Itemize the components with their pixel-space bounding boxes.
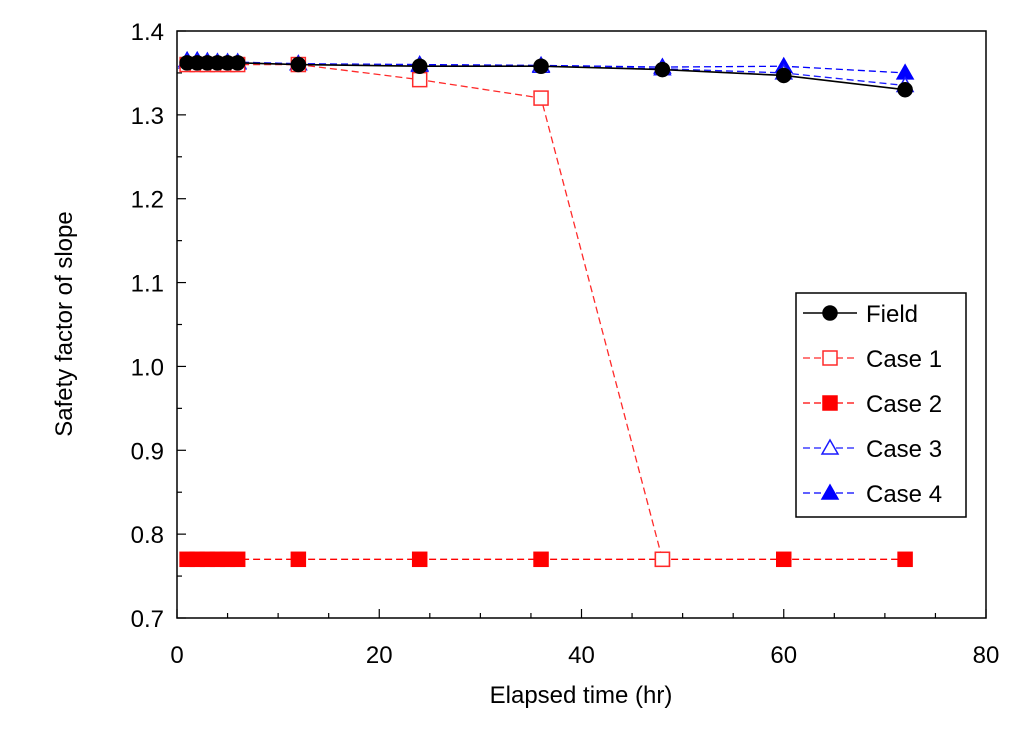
legend-marker (822, 305, 838, 321)
data-point (229, 55, 246, 71)
y-tick-label: 1.0 (131, 354, 164, 381)
y-tick-label: 0.8 (131, 522, 164, 549)
legend-marker (820, 483, 840, 500)
series-field (179, 55, 913, 98)
data-point (533, 90, 549, 106)
data-point (897, 81, 913, 98)
legend-marker (820, 438, 840, 455)
data-point (776, 551, 792, 568)
y-tick-label: 0.9 (131, 438, 164, 465)
y-axis-title: Safety factor of slope (51, 211, 78, 436)
legend-item: Case 1 (803, 346, 942, 373)
legend-item: Case 3 (803, 436, 942, 463)
x-tick-label: 80 (973, 642, 1000, 669)
data-point (229, 551, 246, 568)
legend-item: Case 4 (803, 481, 942, 508)
data-point (290, 551, 307, 568)
x-axis-ticks: 0 20 40 60 80 (170, 609, 999, 669)
data-point (533, 551, 549, 568)
legend-label: Case 4 (866, 481, 942, 508)
data-point (411, 58, 428, 74)
data-point (654, 551, 671, 568)
y-tick-label: 0.7 (131, 606, 164, 633)
x-tick-label: 0 (170, 642, 183, 669)
data-point (411, 71, 428, 88)
x-tick-label: 20 (366, 642, 393, 669)
legend-marker (822, 350, 838, 366)
y-tick-label: 1.3 (131, 103, 164, 130)
data-point (411, 551, 428, 568)
legend-marker (822, 395, 838, 411)
x-tick-label: 60 (770, 642, 797, 669)
y-tick-label: 1.1 (131, 271, 164, 298)
legend-item: Case 2 (803, 391, 942, 418)
y-tick-label: 1.4 (131, 19, 164, 46)
data-point (897, 551, 913, 568)
legend-label: Case 1 (866, 346, 942, 373)
y-axis-ticks: 0.7 0.8 0.9 1.0 1.1 1.2 1.3 1.4 (131, 19, 186, 633)
series-case-2 (179, 551, 913, 568)
series-layer (177, 50, 915, 568)
legend-label: Case 3 (866, 436, 942, 463)
legend-item: Field (803, 301, 918, 328)
x-tick-label: 40 (568, 642, 595, 669)
data-point (290, 56, 307, 73)
data-point (533, 58, 549, 74)
y-tick-label: 1.2 (131, 187, 164, 214)
legend-label: Case 2 (866, 391, 942, 418)
x-axis-title: Elapsed time (hr) (490, 682, 673, 709)
legend: Field Case 1 Case 2 Case 3 Case 4 (795, 292, 967, 518)
data-point (776, 67, 792, 84)
legend-label: Field (866, 301, 918, 328)
series-line (187, 61, 906, 87)
data-point (654, 61, 671, 78)
